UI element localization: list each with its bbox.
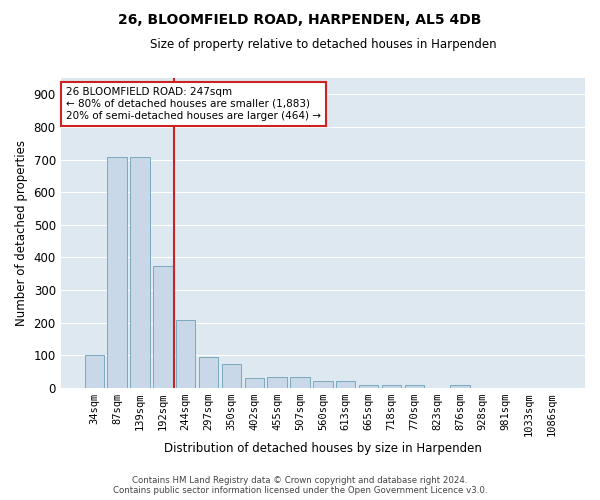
Bar xyxy=(153,266,173,388)
Bar xyxy=(359,384,378,388)
Bar xyxy=(176,320,196,388)
Bar xyxy=(450,384,470,388)
Bar xyxy=(107,158,127,388)
Bar xyxy=(199,356,218,388)
Bar xyxy=(268,378,287,388)
Bar xyxy=(221,364,241,388)
Bar xyxy=(404,384,424,388)
Bar xyxy=(290,378,310,388)
Title: Size of property relative to detached houses in Harpenden: Size of property relative to detached ho… xyxy=(149,38,496,51)
Text: 26, BLOOMFIELD ROAD, HARPENDEN, AL5 4DB: 26, BLOOMFIELD ROAD, HARPENDEN, AL5 4DB xyxy=(118,12,482,26)
Y-axis label: Number of detached properties: Number of detached properties xyxy=(15,140,28,326)
Bar xyxy=(313,382,332,388)
X-axis label: Distribution of detached houses by size in Harpenden: Distribution of detached houses by size … xyxy=(164,442,482,455)
Bar xyxy=(85,355,104,388)
Text: 26 BLOOMFIELD ROAD: 247sqm
← 80% of detached houses are smaller (1,883)
20% of s: 26 BLOOMFIELD ROAD: 247sqm ← 80% of deta… xyxy=(66,88,321,120)
Bar xyxy=(336,382,355,388)
Bar xyxy=(382,385,401,388)
Bar xyxy=(245,378,264,388)
Text: Contains HM Land Registry data © Crown copyright and database right 2024.
Contai: Contains HM Land Registry data © Crown c… xyxy=(113,476,487,495)
Bar xyxy=(130,158,149,388)
